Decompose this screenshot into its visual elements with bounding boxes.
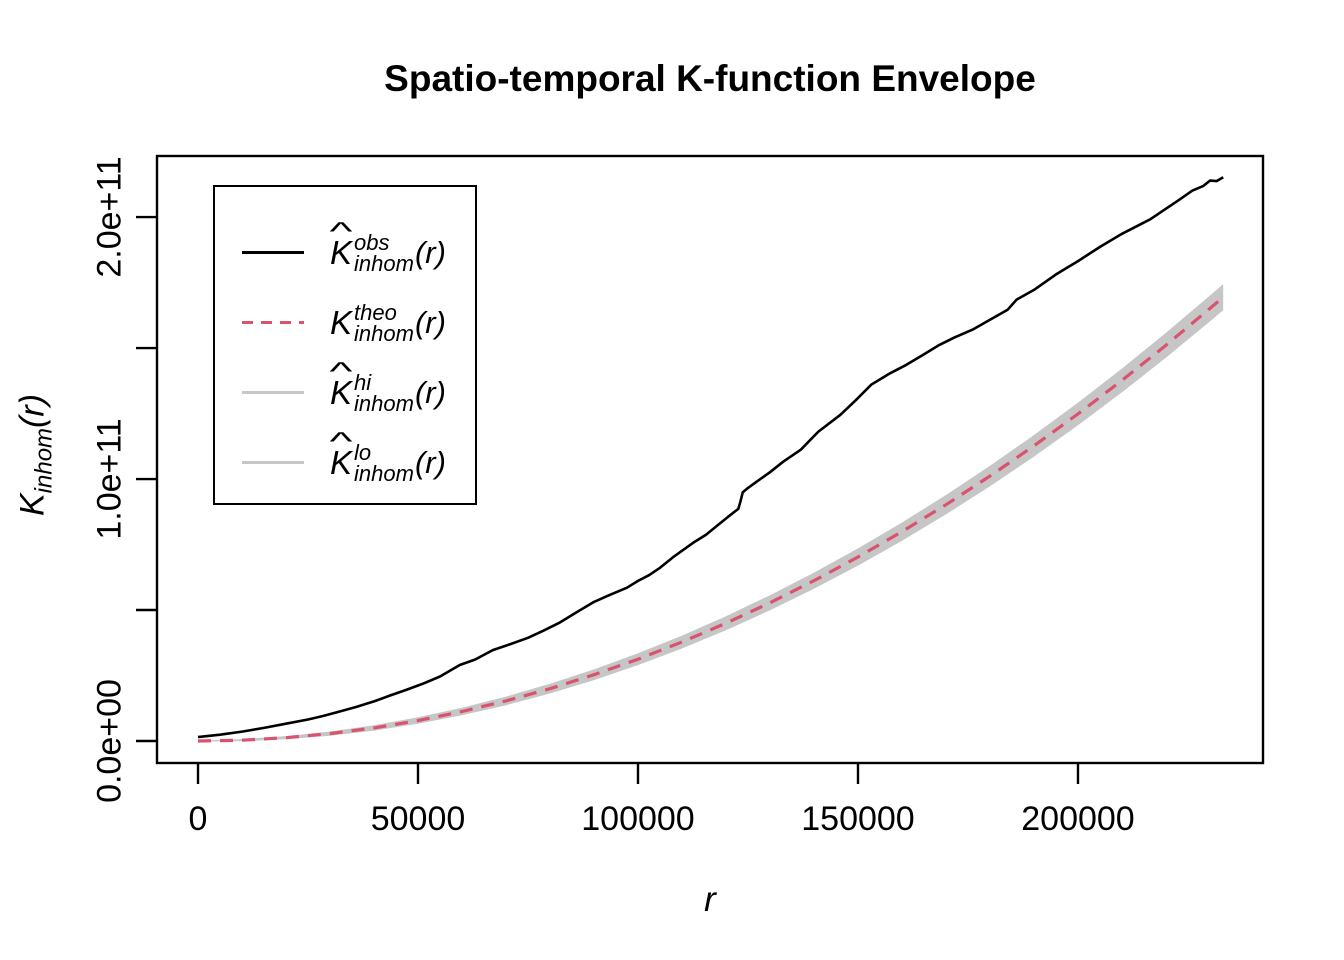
y-axis-label: Kinhom(r) [13, 393, 58, 517]
plot-frame [155, 154, 1265, 765]
x-tick-label: 0 [188, 800, 208, 838]
legend-line-sample-hi [242, 390, 304, 394]
legend-line-sample-theo [242, 320, 304, 324]
y-tick-label: 0.0e+00 [90, 679, 129, 803]
hat-accent: ^ [329, 217, 353, 246]
legend-line-sample-lo [242, 460, 304, 464]
hat-accent: ^ [329, 427, 353, 456]
x-axis-ticks [196, 763, 1080, 784]
y-tick-label: 2.0e+11 [90, 156, 129, 278]
x-tick-label: 150000 [801, 800, 915, 838]
observed-curve [197, 176, 1224, 739]
y-tick-label: 1.0e+11 [90, 418, 129, 540]
legend-line-sample-obs [242, 250, 304, 254]
theoretical-curve [197, 295, 1225, 743]
x-tick-label: 200000 [1021, 800, 1135, 838]
x-tick-label: 100000 [581, 800, 695, 838]
hat-accent: ^ [329, 357, 353, 386]
x-tick-label: 50000 [370, 800, 466, 838]
x-axis-label: r [704, 880, 716, 919]
plot-title: Spatio-temporal K-function Envelope [384, 58, 1036, 99]
y-axis-ticks [136, 215, 157, 743]
